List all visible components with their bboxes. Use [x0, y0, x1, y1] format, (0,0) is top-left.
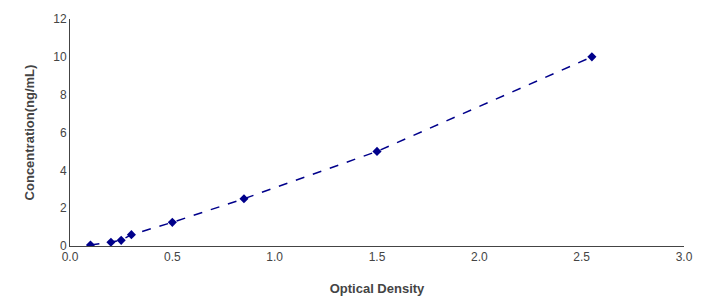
svg-text:Concentration(ng/mL): Concentration(ng/mL): [22, 65, 37, 201]
svg-text:8: 8: [60, 88, 67, 102]
svg-text:0.0: 0.0: [62, 250, 79, 264]
svg-text:Optical Density: Optical Density: [330, 281, 425, 296]
svg-text:3.0: 3.0: [676, 250, 693, 264]
svg-text:1.5: 1.5: [369, 250, 386, 264]
svg-text:6: 6: [60, 126, 67, 140]
svg-text:10: 10: [53, 50, 67, 64]
svg-text:2.0: 2.0: [471, 250, 488, 264]
svg-text:0: 0: [60, 239, 67, 253]
svg-text:2: 2: [60, 201, 67, 215]
svg-text:12: 12: [53, 12, 67, 26]
svg-text:2.5: 2.5: [573, 250, 590, 264]
svg-text:0.5: 0.5: [164, 250, 181, 264]
svg-text:4: 4: [60, 164, 67, 178]
svg-text:1.0: 1.0: [266, 250, 283, 264]
